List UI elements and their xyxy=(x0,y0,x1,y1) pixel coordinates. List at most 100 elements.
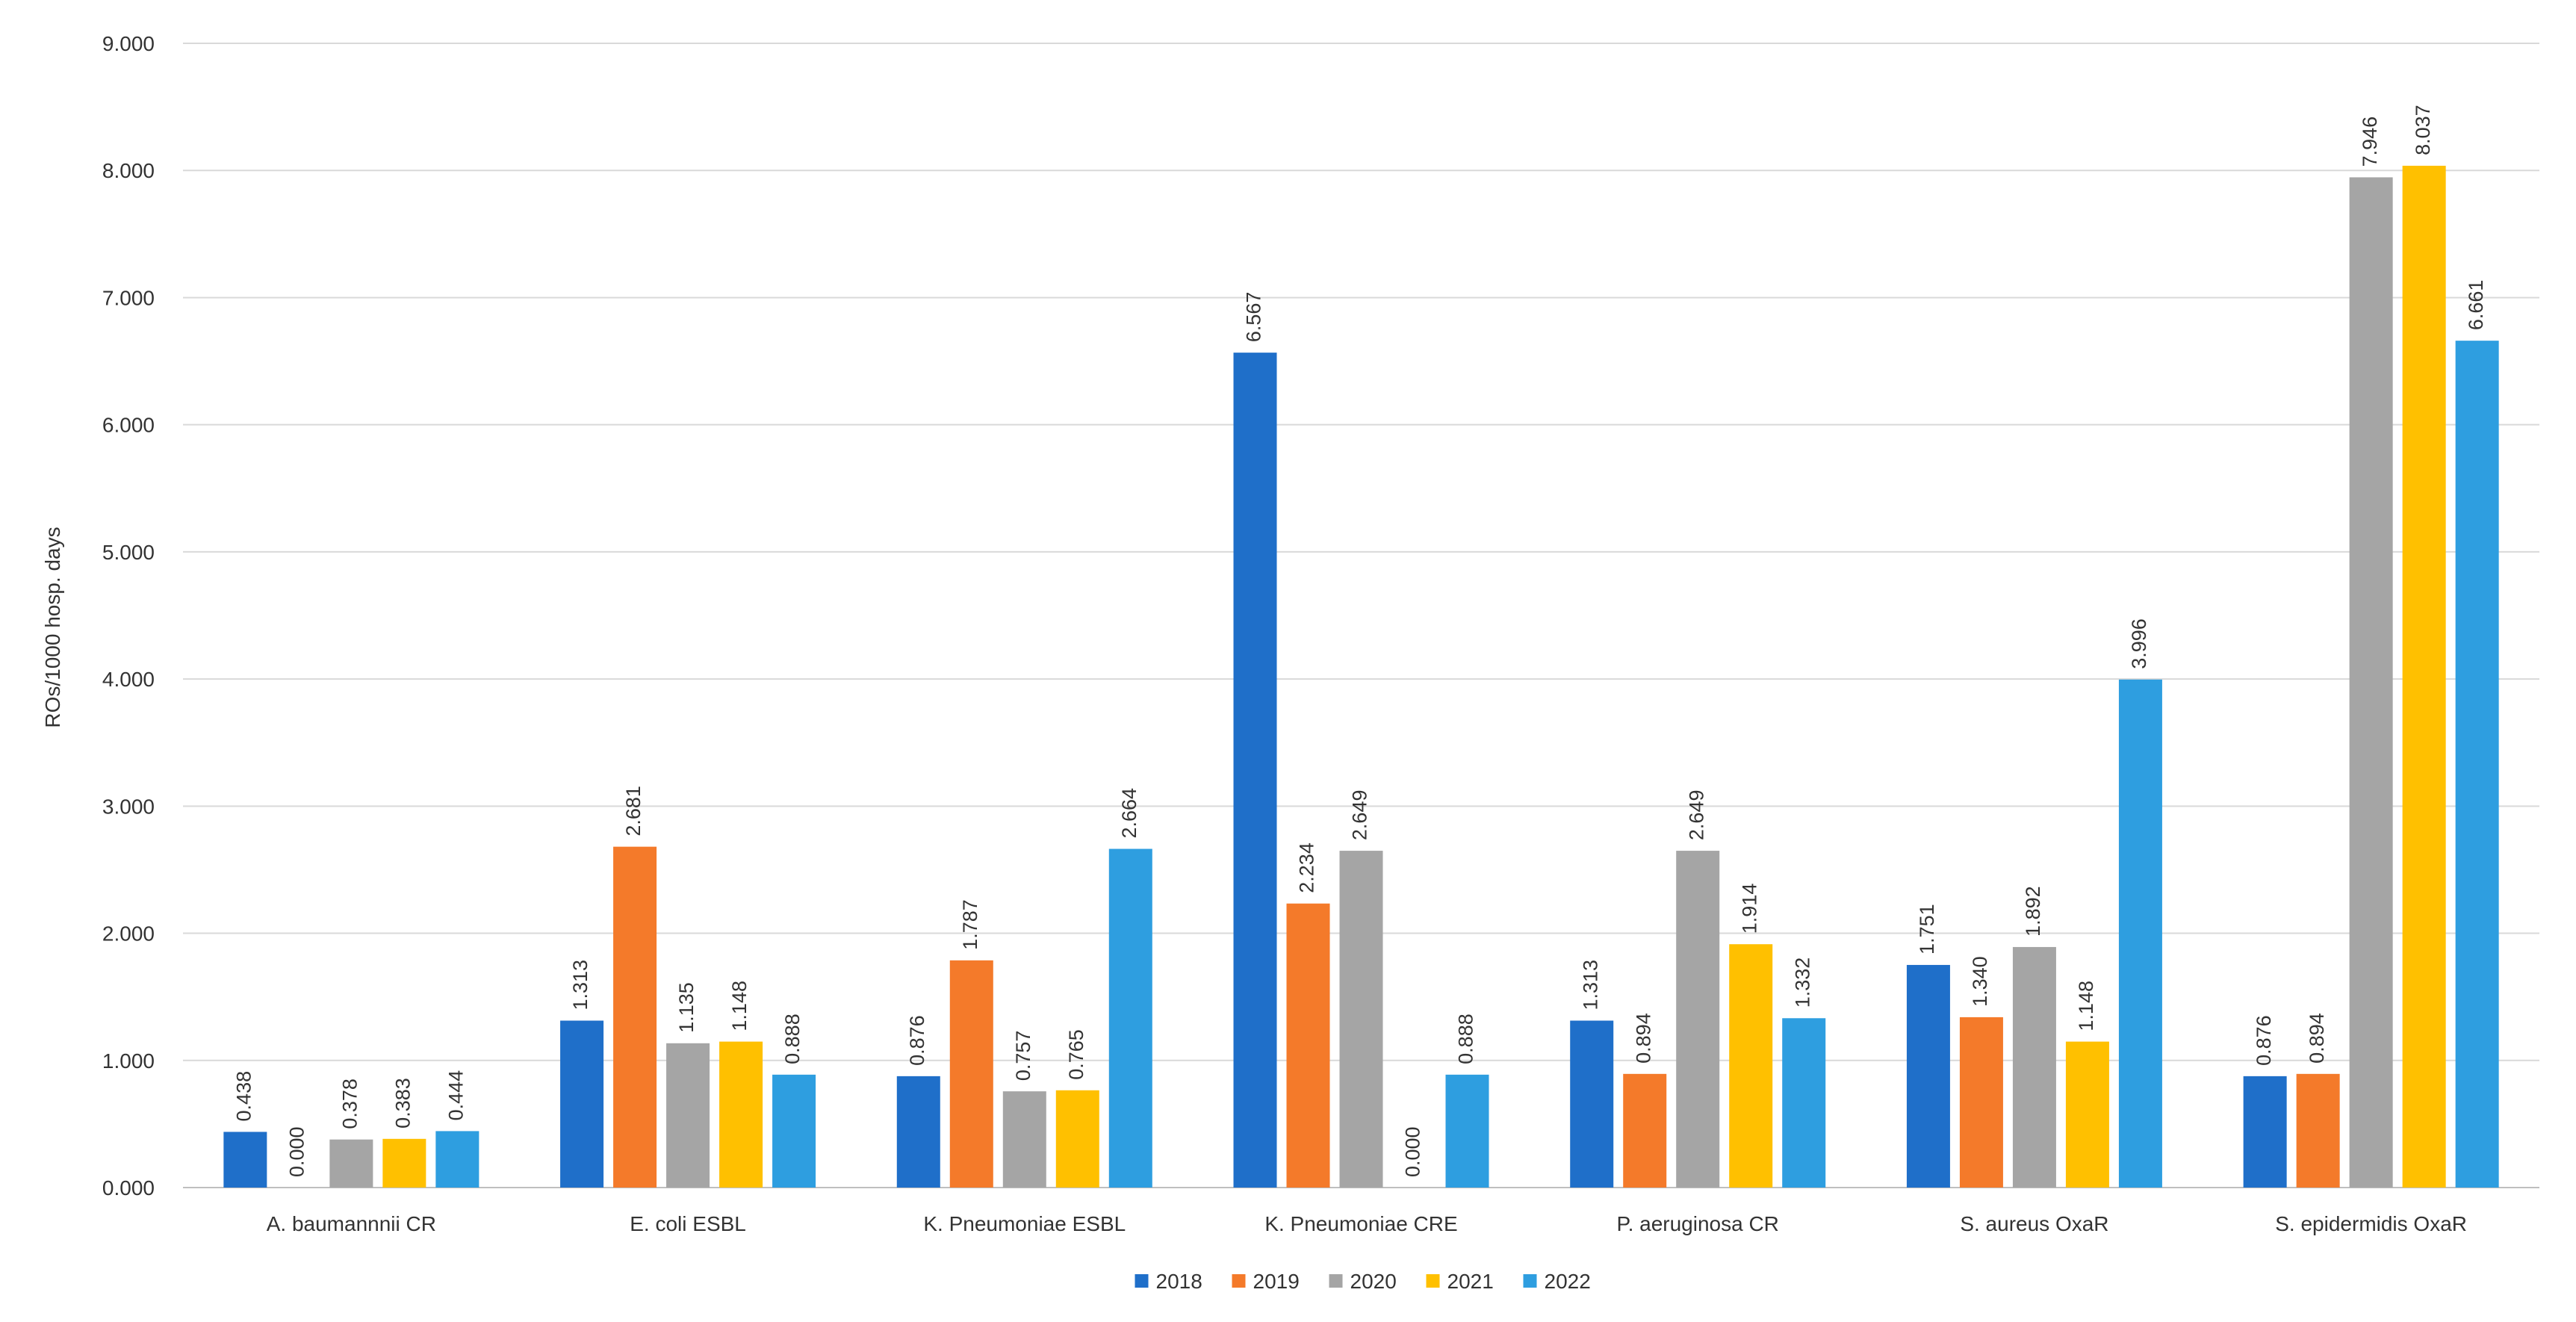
legend-swatch xyxy=(1135,1274,1149,1288)
y-tick-label: 2.000 xyxy=(102,922,155,946)
bar-2021 xyxy=(2065,1041,2109,1188)
legend-swatch xyxy=(1329,1274,1343,1288)
bar-2022 xyxy=(772,1074,816,1188)
legend: 2018 2019 2020 2021 2022 xyxy=(1135,1270,1591,1293)
y-tick-label: 6.000 xyxy=(102,414,155,437)
x-category-label: E. coli ESBL xyxy=(630,1212,746,1235)
bar-2018 xyxy=(1233,353,1277,1188)
bar-2019 xyxy=(613,846,657,1188)
x-category-label: A. baumannnii CR xyxy=(267,1212,436,1235)
bar-2018 xyxy=(2243,1076,2287,1188)
data-label: 1.148 xyxy=(2075,981,2097,1031)
data-label: 2.649 xyxy=(1349,790,1371,841)
data-label: 6.567 xyxy=(1243,292,1265,343)
data-label: 7.946 xyxy=(2359,117,2381,167)
data-label: 1.787 xyxy=(959,899,981,950)
y-axis-ticks: 0.000 1.000 2.000 3.000 4.000 5.000 6.000 7.000… xyxy=(102,32,155,1200)
bar-2021 xyxy=(2402,165,2446,1188)
y-tick-label: 1.000 xyxy=(102,1049,155,1073)
legend-label: 2022 xyxy=(1545,1270,1591,1293)
data-label: 1.914 xyxy=(1738,884,1760,934)
y-tick-label: 9.000 xyxy=(102,32,155,55)
bar-2021 xyxy=(1055,1090,1099,1188)
legend-label: 2018 xyxy=(1156,1270,1202,1293)
bar-2018 xyxy=(896,1076,940,1188)
y-tick-label: 4.000 xyxy=(102,668,155,691)
data-label: 0.000 xyxy=(1402,1126,1424,1177)
bar-2022 xyxy=(1782,1018,1826,1188)
data-label: 1.313 xyxy=(569,960,592,1011)
data-label: 0.888 xyxy=(1455,1014,1477,1064)
y-axis-title: ROs/1000 hosp. days xyxy=(41,527,64,727)
data-label: 8.037 xyxy=(2412,105,2434,155)
legend-label: 2020 xyxy=(1350,1270,1397,1293)
data-label: 0.894 xyxy=(2306,1013,2328,1064)
data-label: 1.332 xyxy=(1791,958,1813,1008)
bars xyxy=(223,165,2499,1188)
bar-2020 xyxy=(1339,851,1383,1188)
x-axis-categories: A. baumannnii CR E. coli ESBL K. Pneumonia… xyxy=(267,1212,2467,1235)
data-label: 1.340 xyxy=(1969,956,1991,1007)
bar-2022 xyxy=(2455,341,2499,1188)
data-label: 0.444 xyxy=(444,1070,467,1121)
legend-swatch xyxy=(1232,1274,1246,1288)
bar-2022 xyxy=(1108,848,1152,1188)
data-label: 0.438 xyxy=(232,1071,255,1122)
data-label: 3.996 xyxy=(2128,618,2150,669)
data-labels: 0.438 0.000 0.378 0.383 0.444 1.313 2.681 1.135… xyxy=(232,105,2486,1177)
legend-swatch xyxy=(1426,1274,1440,1288)
data-label: 0.888 xyxy=(781,1014,804,1064)
legend-label: 2019 xyxy=(1253,1270,1300,1293)
bar-2020 xyxy=(2012,946,2056,1188)
data-label: 2.664 xyxy=(1118,788,1140,839)
data-label: 0.765 xyxy=(1065,1029,1087,1080)
y-tick-label: 5.000 xyxy=(102,541,155,564)
bar-2021 xyxy=(1729,944,1773,1188)
data-label: 1.135 xyxy=(675,982,698,1033)
data-label: 2.649 xyxy=(1685,790,1707,841)
bar-2020 xyxy=(1676,851,1720,1188)
bar-2020 xyxy=(2349,177,2393,1188)
data-label: 0.383 xyxy=(391,1078,414,1129)
bar-2018 xyxy=(223,1132,267,1188)
data-label: 2.681 xyxy=(622,786,645,837)
data-label: 6.661 xyxy=(2465,280,2487,331)
bar-2019 xyxy=(1286,903,1330,1188)
bar-2022 xyxy=(2118,679,2162,1188)
bar-2020 xyxy=(1002,1091,1046,1188)
bar-2018 xyxy=(1906,964,1950,1188)
data-label: 0.876 xyxy=(2253,1015,2275,1066)
data-label: 0.757 xyxy=(1012,1031,1034,1082)
y-tick-label: 8.000 xyxy=(102,159,155,182)
bar-2018 xyxy=(560,1020,604,1188)
data-label: 0.894 xyxy=(1632,1013,1654,1064)
bar-2020 xyxy=(329,1139,373,1188)
data-label: 0.000 xyxy=(285,1126,308,1177)
bar-2022 xyxy=(1445,1074,1489,1188)
bar-2022 xyxy=(435,1131,479,1188)
x-category-label: P. aeruginosa CR xyxy=(1617,1212,1779,1235)
data-label: 0.378 xyxy=(338,1079,361,1129)
bar-2019 xyxy=(1959,1017,2003,1188)
bar-2019 xyxy=(949,960,993,1188)
bar-2019 xyxy=(1623,1073,1667,1188)
bar-2021 xyxy=(719,1041,763,1188)
x-category-label: S. aureus OxaR xyxy=(1960,1212,2108,1235)
data-label: 2.234 xyxy=(1296,842,1318,893)
legend-swatch xyxy=(1523,1274,1537,1288)
x-category-label: K. Pneumoniae CRE xyxy=(1264,1212,1457,1235)
data-label: 0.876 xyxy=(906,1015,928,1066)
data-label: 1.751 xyxy=(1916,904,1938,955)
y-tick-label: 3.000 xyxy=(102,795,155,818)
data-label: 1.892 xyxy=(2022,886,2044,937)
bar-2018 xyxy=(1570,1020,1614,1188)
y-tick-label: 0.000 xyxy=(102,1176,155,1200)
y-tick-label: 7.000 xyxy=(102,286,155,309)
data-label: 1.148 xyxy=(728,981,751,1031)
data-label: 1.313 xyxy=(1579,960,1601,1011)
x-category-label: K. Pneumoniae ESBL xyxy=(923,1212,1126,1235)
bar-2021 xyxy=(382,1138,426,1188)
bar-2019 xyxy=(2296,1073,2340,1188)
